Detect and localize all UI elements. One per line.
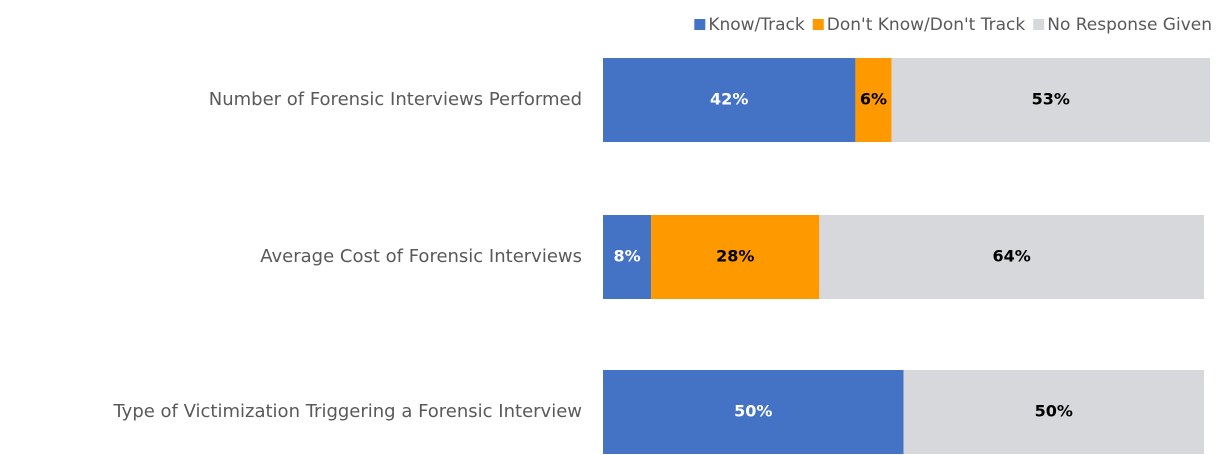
data-label: 28% [716, 247, 754, 266]
category-label: Number of Forensic Interviews Performed [209, 89, 582, 110]
bar-segment [891, 58, 1210, 142]
bar-segment [903, 370, 1204, 454]
legend-label: Know/Track [708, 15, 805, 35]
data-label: 64% [993, 247, 1031, 266]
legend-swatch [1033, 19, 1045, 30]
legend-swatch [694, 19, 706, 30]
data-label: 6% [860, 90, 887, 109]
legend-label: No Response Given [1047, 15, 1212, 35]
data-label: 50% [1035, 402, 1073, 421]
bar-segment [603, 215, 652, 299]
category-label: Average Cost of Forensic Interviews [260, 246, 582, 267]
data-label: 50% [734, 402, 772, 421]
bar-segment [603, 58, 856, 142]
data-label: 8% [613, 247, 640, 266]
bar-segment [603, 370, 904, 454]
category-label: Type of Victimization Triggering a Foren… [112, 401, 582, 422]
bar-segment [651, 215, 820, 299]
bar-segment [855, 58, 892, 142]
data-label: 53% [1032, 90, 1070, 109]
legend-label: Don't Know/Don't Track [827, 15, 1026, 35]
data-label: 42% [710, 90, 748, 109]
bar-segment [819, 215, 1204, 299]
legend-swatch [812, 19, 824, 30]
